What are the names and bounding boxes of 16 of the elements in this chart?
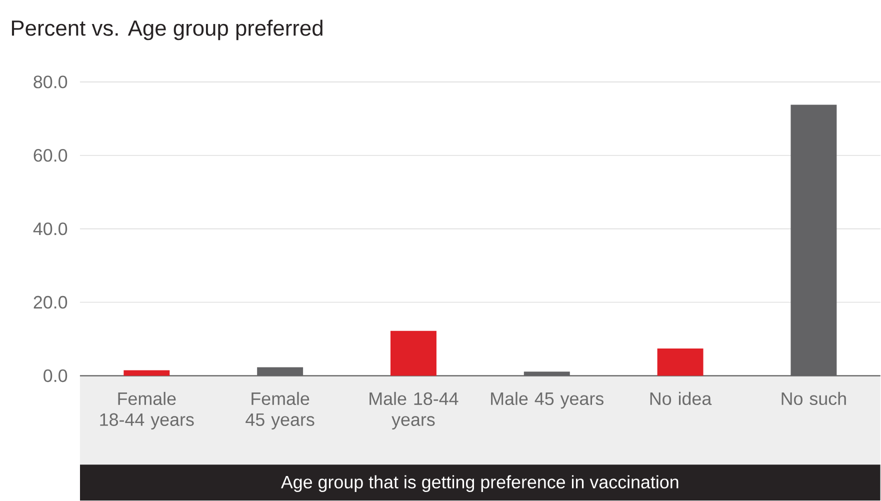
y-tick-label: 40.0 bbox=[33, 222, 68, 236]
x-tick-label: Female 18-44 years bbox=[100, 392, 194, 430]
x-tick-label: Male 18-44 years bbox=[370, 392, 458, 430]
y-tick-label: 60.0 bbox=[34, 149, 68, 162]
x-tick-label: No such bbox=[782, 392, 846, 406]
y-tick-label: 0.0 bbox=[44, 370, 68, 382]
x-tick-label: Female 45 years bbox=[246, 392, 314, 430]
y-tick-label: 80.0 bbox=[34, 76, 68, 88]
x-tick-label: Male 45 years bbox=[491, 392, 604, 409]
y-tick-label: 20.0 bbox=[34, 296, 68, 309]
bar bbox=[390, 331, 436, 376]
x-tick-label: No idea bbox=[650, 392, 712, 406]
chart-title: Percent vs. Age group preferred bbox=[12, 20, 322, 40]
x-axis-title: Age group that is getting preference in vaccination bbox=[280, 475, 678, 492]
bar bbox=[124, 370, 170, 376]
bar bbox=[657, 348, 704, 376]
